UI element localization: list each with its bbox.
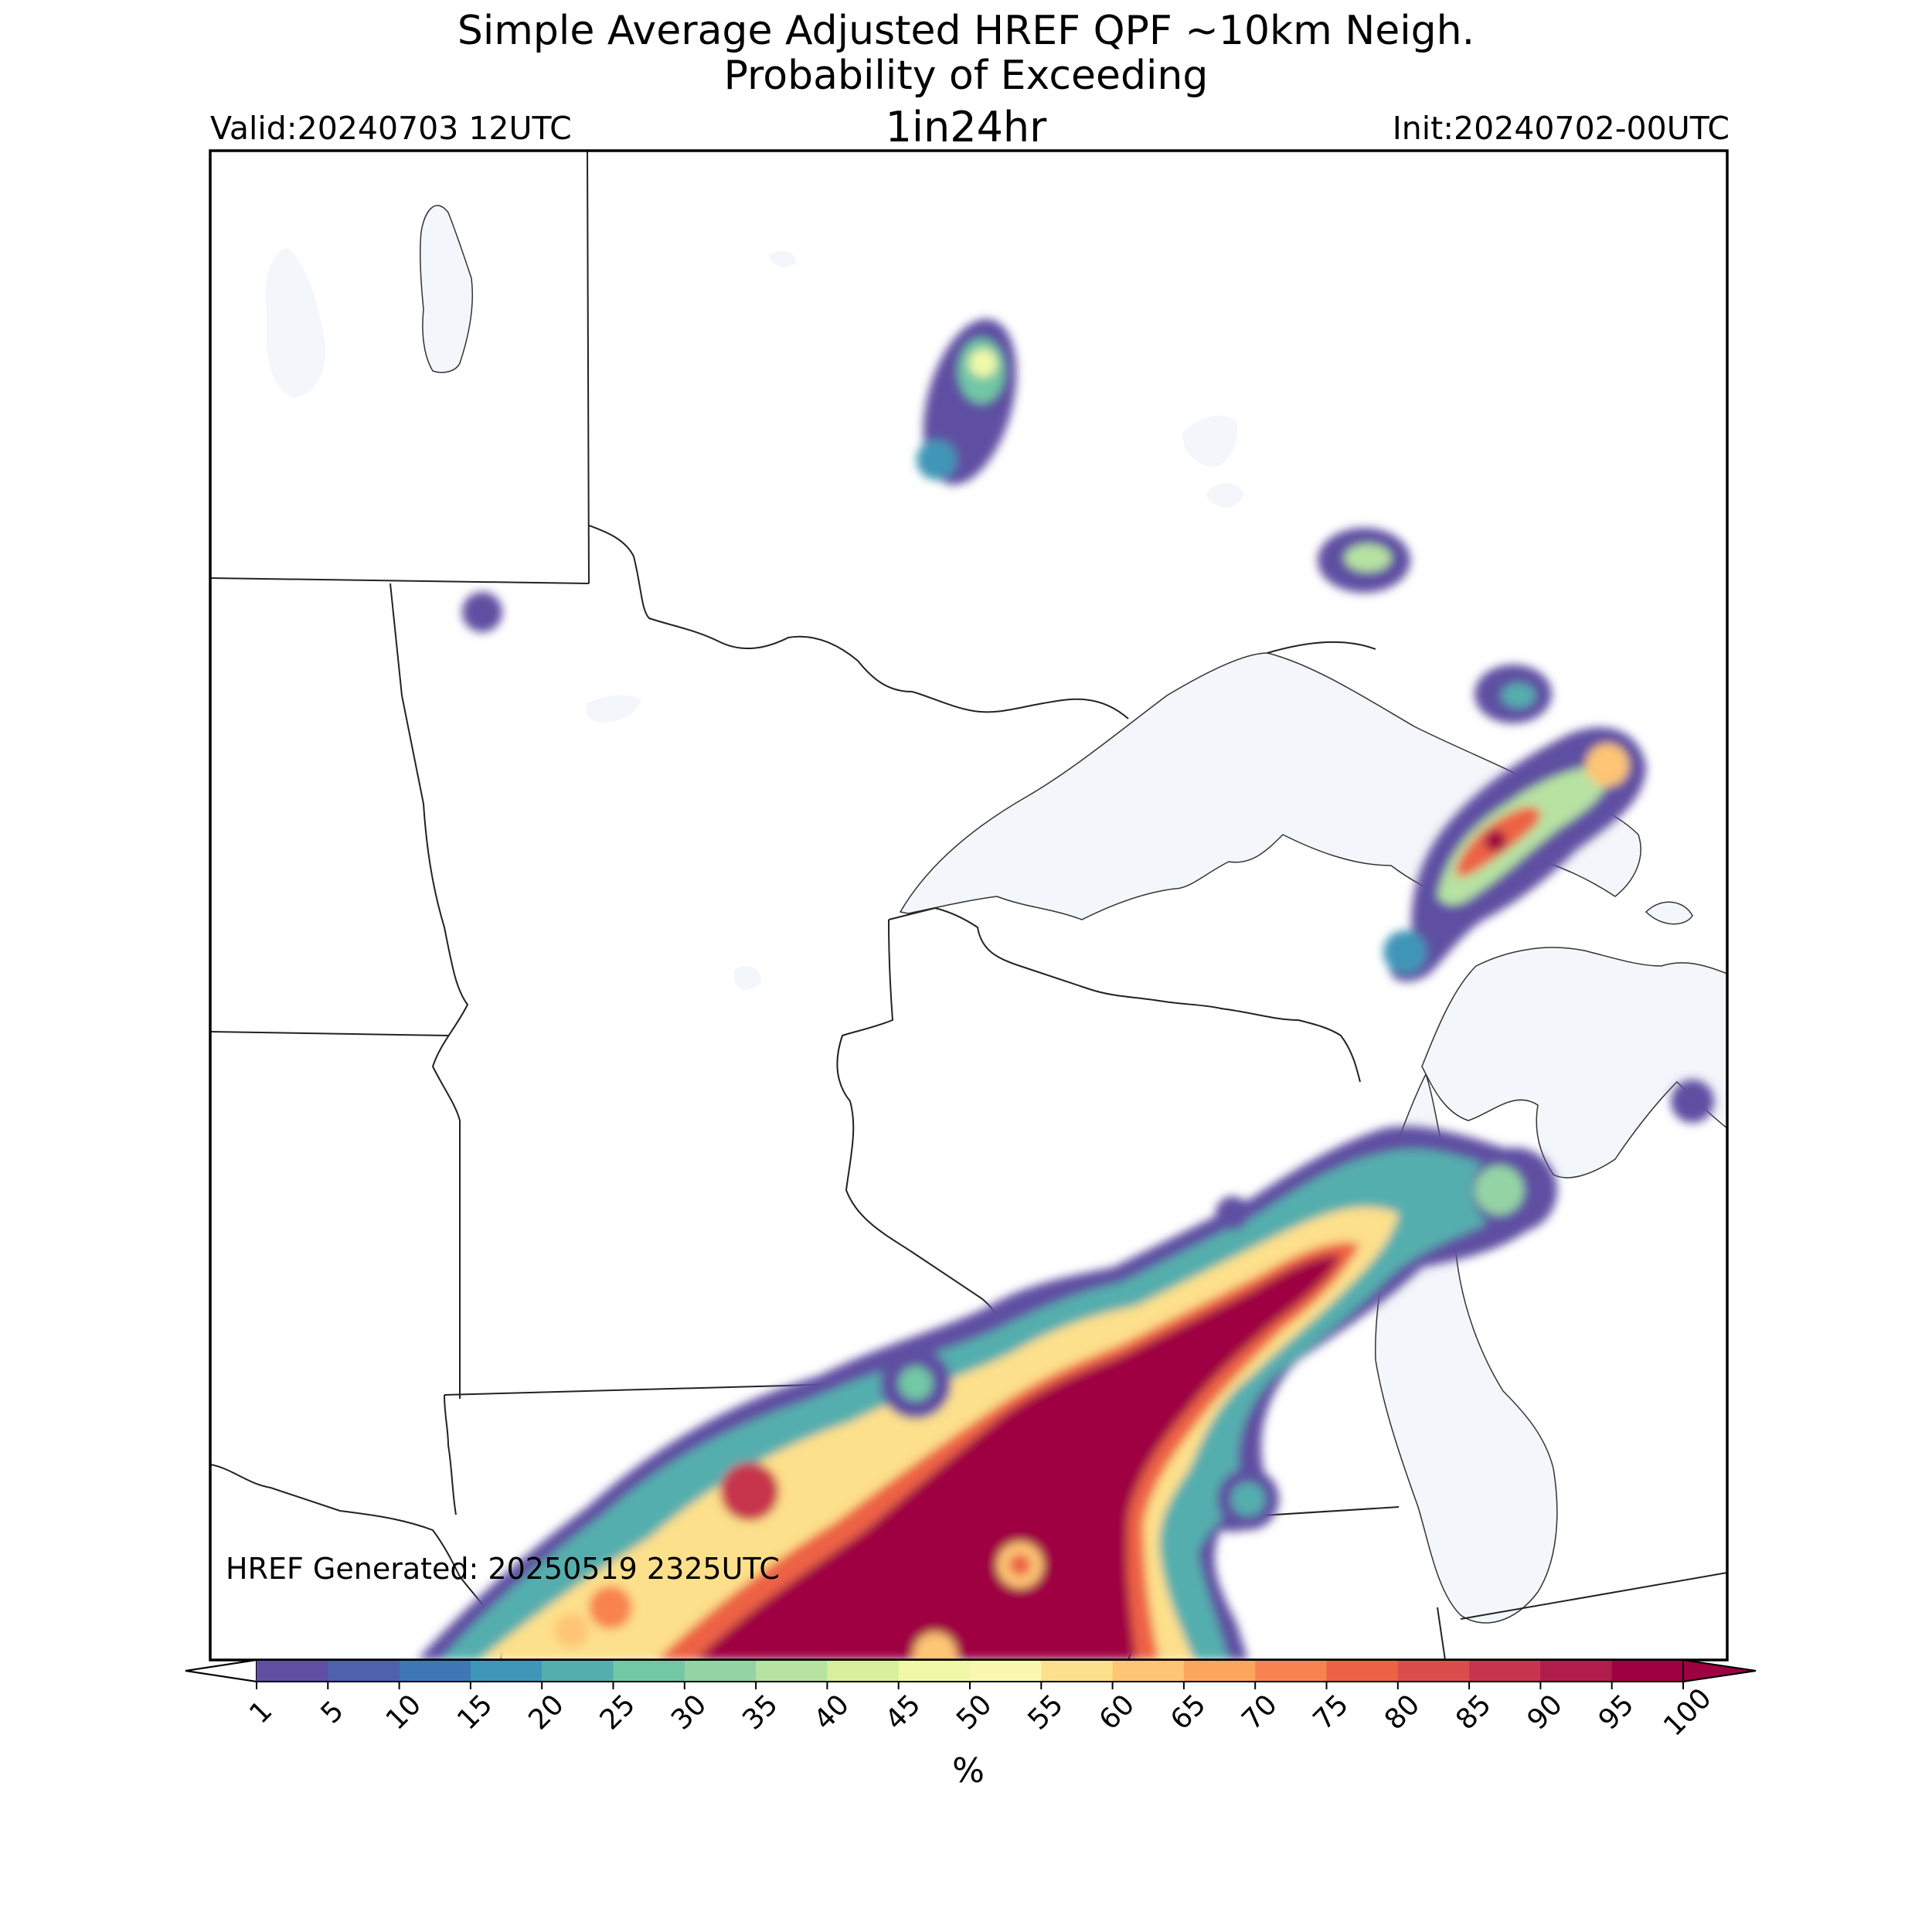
prob-hotspot-west	[720, 1462, 779, 1521]
prob-blob-mi-thumb	[1671, 1080, 1714, 1123]
colorbar-segment	[1183, 1660, 1256, 1682]
lake-winnipeg	[420, 205, 474, 373]
colorbar-tick-label: 20	[522, 1689, 570, 1736]
border-illinois-indiana	[1437, 1607, 1446, 1660]
colorbar-tick-label: 15	[451, 1689, 498, 1736]
border-iowa-nebraska	[444, 1394, 457, 1515]
colorbar-segments	[185, 1658, 1757, 1683]
colorbar-segment	[399, 1660, 471, 1682]
colorbar-tick-label: 65	[1165, 1689, 1212, 1736]
border-minnesota-dakotas	[389, 583, 469, 1399]
lake-nipigon	[1182, 415, 1237, 468]
chart-title: Simple Average Adjusted HREF QPF ~10km N…	[457, 8, 1475, 54]
colorbar-tick-label: 75	[1308, 1689, 1355, 1736]
border-ontario-mi-straits	[1267, 641, 1376, 654]
prob-blob-illinois-n-core	[1231, 1482, 1265, 1516]
colorbar-segment	[1540, 1660, 1613, 1682]
colorbar-segment	[1611, 1660, 1684, 1682]
colorbar-tick-label: 25	[594, 1689, 641, 1736]
border-canada-us-west	[210, 577, 590, 584]
prob-hotspot-south	[913, 1632, 957, 1660]
colorbar-under-extend	[185, 1658, 257, 1683]
colorbar-tick-label: 100	[1658, 1682, 1718, 1743]
colorbar-tick-label: 80	[1379, 1689, 1426, 1736]
prob-blob-superior-east-tail	[1383, 930, 1427, 974]
threshold-label: 1in24hr	[885, 103, 1047, 151]
lake-nipissing	[1645, 901, 1693, 925]
colorbar-tick-label: 35	[736, 1689, 784, 1736]
colorbar-tick-label: 1	[243, 1695, 278, 1730]
border-indiana-michigan	[1460, 1572, 1727, 1620]
lake-of-the-woods	[586, 695, 641, 723]
colorbar-segment	[1041, 1660, 1114, 1682]
colorbar-tick-label: 90	[1522, 1689, 1569, 1736]
colorbar-tick-label: 55	[1022, 1689, 1069, 1736]
prob-blob-wisc-sw-core	[899, 1366, 933, 1400]
colorbar-segment	[613, 1660, 685, 1682]
colorbar-tick-label: 30	[665, 1689, 713, 1736]
colorbar-segment	[756, 1660, 828, 1682]
colorbar-segment	[257, 1660, 328, 1682]
colorbar-segment	[328, 1660, 400, 1682]
colorbar-segment	[1326, 1660, 1399, 1682]
colorbar-segment	[827, 1660, 900, 1682]
colorbar-tick-label: 95	[1593, 1689, 1640, 1736]
colorbar-tick-label: 70	[1236, 1689, 1283, 1736]
href-generated-label: HREF Generated: 20250519 2325UTC	[226, 1552, 780, 1586]
prob-hotspot-west-3	[555, 1614, 589, 1648]
red-lake	[769, 250, 796, 267]
colorbar-segment	[542, 1660, 614, 1682]
probability-field	[417, 318, 1714, 1660]
prob-blob-manitoba	[462, 592, 502, 632]
prob-blob-superior-east-small-core	[1502, 683, 1536, 708]
prob-hotspot-iowa-core	[1009, 1554, 1031, 1576]
prob-blob-ontario-north-core	[969, 349, 997, 377]
colorbar-ticks: 1 5 10 15 20 25 30 35 40 45 50 55 60 65 70 75 80 85 90 95 10…	[243, 1682, 1718, 1743]
prob-blob-superior-east-top	[1586, 743, 1629, 787]
colorbar-tick-label: 40	[808, 1689, 855, 1736]
colorbar-tick-label: 10	[380, 1689, 427, 1736]
valid-time: Valid:20240703 12UTC	[210, 110, 572, 147]
colorbar-segment	[898, 1660, 971, 1682]
border-manitoba-saskatchewan	[587, 151, 590, 584]
colorbar-tick-label: 60	[1094, 1689, 1141, 1736]
colorbar-over-extend	[1682, 1658, 1757, 1683]
colorbar-segment	[470, 1660, 543, 1682]
prob-blob-ontario-north-lower	[917, 440, 957, 480]
prob-blob-superior-east-peak	[1485, 830, 1506, 852]
northern-ontario-lakes	[1206, 483, 1244, 508]
colorbar-segment	[970, 1660, 1042, 1682]
prob-blob-superior-north-core	[1345, 544, 1391, 572]
prob-blob-minnesota	[1216, 1196, 1250, 1230]
colorbar-tick-label: 85	[1450, 1689, 1497, 1736]
colorbar-label: %	[952, 1751, 985, 1791]
border-north-south-dakota	[210, 1031, 449, 1036]
lake-manitoba	[265, 247, 325, 398]
border-canada-us-lakes	[588, 525, 1129, 719]
prob-hotspot-west-2	[589, 1586, 632, 1629]
border-wisconsin-michigan-up	[888, 906, 1361, 1083]
colorbar-tick-label: 50	[951, 1689, 998, 1736]
colorbar-segment	[684, 1660, 757, 1682]
colorbar-tick-label: 5	[315, 1695, 350, 1730]
prob-blob-lake-michigan-n-core	[1475, 1165, 1524, 1215]
colorbar-tick-label: 45	[879, 1689, 927, 1736]
colorbar-segment	[1112, 1660, 1185, 1682]
init-time: Init:20240702-00UTC	[1392, 110, 1730, 147]
prob-swath-45	[479, 1206, 1399, 1660]
colorbar-segment	[1255, 1660, 1327, 1682]
colorbar-segment	[1397, 1660, 1470, 1682]
colorbar-segment	[1469, 1660, 1541, 1682]
chart-subtitle: Probability of Exceeding	[723, 53, 1209, 99]
mille-lacs	[734, 966, 761, 991]
prob-swath-95	[696, 1255, 1341, 1660]
